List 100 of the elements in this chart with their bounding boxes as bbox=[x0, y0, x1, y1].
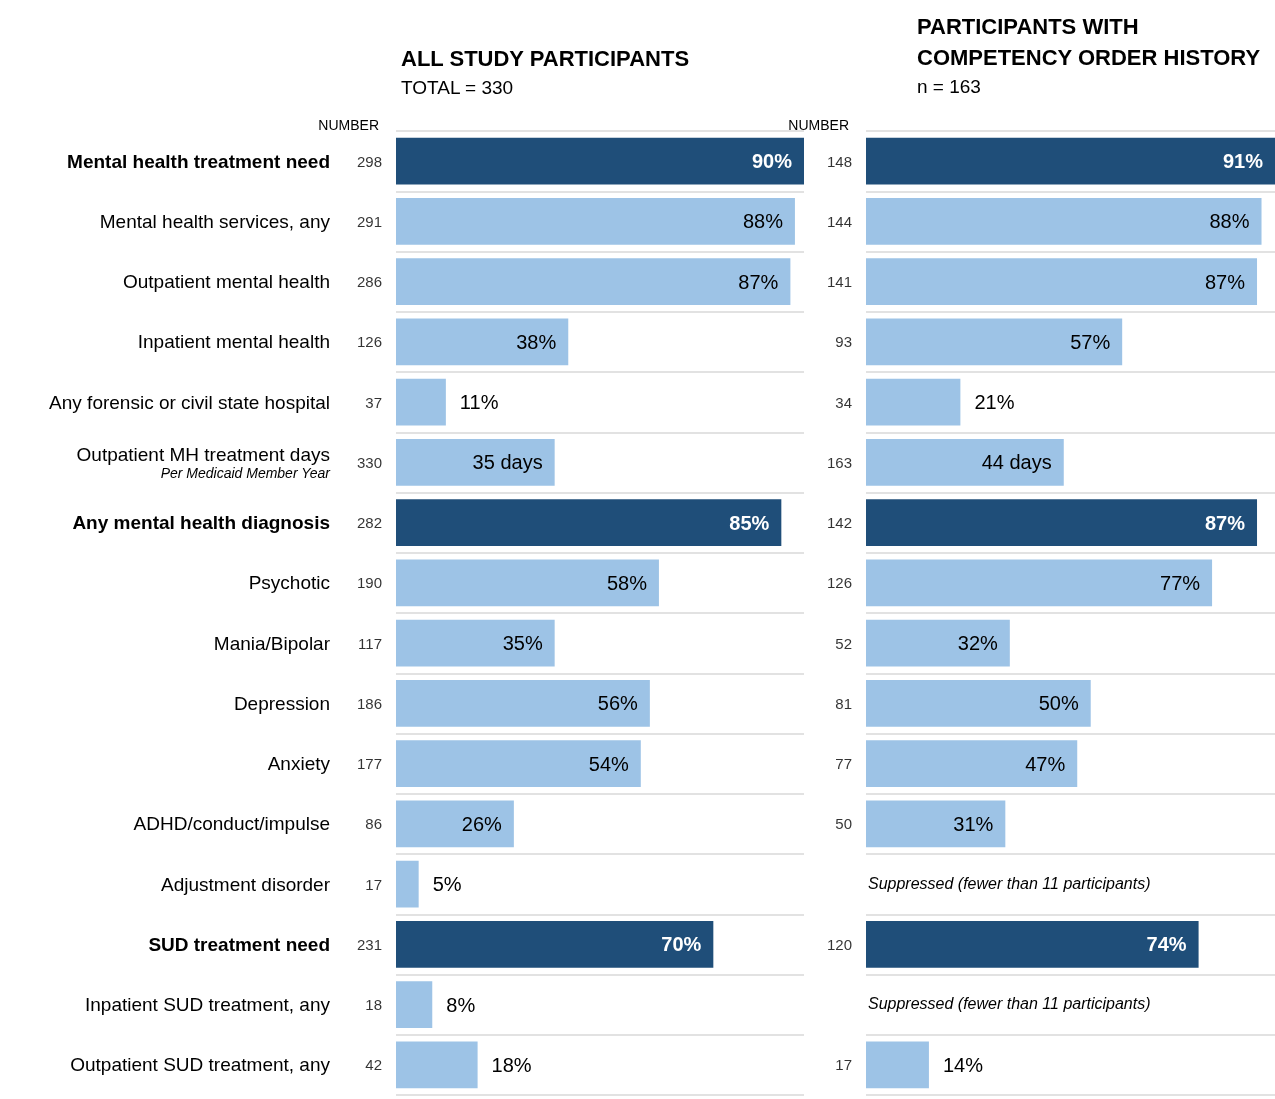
data-label: 44 days bbox=[981, 451, 1052, 474]
data-label: 18 bbox=[365, 996, 382, 1014]
chart-subtitle: TOTAL = 330 bbox=[401, 77, 514, 98]
bar bbox=[866, 920, 1199, 968]
y-tick-label: Outpatient MH treatment days Per Medicaid Member Year bbox=[76, 443, 332, 481]
bar bbox=[866, 619, 1010, 667]
data-label: 74% bbox=[1146, 933, 1187, 956]
y-tick-label: Mental health services, any bbox=[99, 210, 331, 232]
y-tick-label: Inpatient mental health bbox=[137, 331, 330, 353]
data-label: 87% bbox=[1204, 511, 1246, 534]
data-label: 34 bbox=[835, 393, 852, 411]
data-label: 50 bbox=[835, 815, 852, 833]
bar bbox=[396, 860, 419, 908]
y-tick-label: Any mental health diagnosis bbox=[72, 512, 330, 534]
data-label: 88% bbox=[1209, 210, 1250, 233]
y-tick-label: Psychotic bbox=[248, 572, 330, 594]
data-label: 47% bbox=[1025, 752, 1066, 775]
data-label: 286 bbox=[356, 273, 382, 291]
data-label: 142 bbox=[826, 514, 852, 532]
data-label: 282 bbox=[356, 514, 382, 532]
data-label: 42 bbox=[365, 1056, 382, 1074]
data-label: 54% bbox=[588, 752, 630, 775]
data-label: 86 bbox=[365, 815, 382, 833]
chart-title: ALL STUDY PARTICIPANTS bbox=[401, 46, 690, 71]
y-tick-label: Outpatient SUD treatment, any bbox=[70, 1054, 331, 1076]
data-label: 291 bbox=[356, 212, 382, 230]
bar bbox=[396, 438, 555, 486]
y-tick-label: SUD treatment need bbox=[148, 933, 330, 955]
bar bbox=[396, 378, 446, 426]
bar bbox=[866, 1041, 929, 1089]
data-label: 148 bbox=[826, 152, 852, 170]
data-label: 117 bbox=[358, 634, 382, 652]
data-label: 120 bbox=[826, 935, 852, 953]
data-label: 87% bbox=[1204, 270, 1246, 293]
bar bbox=[396, 800, 514, 848]
bar bbox=[866, 318, 1123, 366]
data-label: 57% bbox=[1070, 330, 1111, 353]
bar bbox=[396, 559, 659, 607]
data-label: 88% bbox=[742, 210, 784, 233]
y-tick-label: Mania/Bipolar bbox=[213, 632, 331, 654]
bar bbox=[396, 137, 804, 185]
data-label: 17 bbox=[365, 875, 382, 893]
data-label: 11% bbox=[459, 391, 499, 414]
bar bbox=[866, 137, 1275, 185]
data-label: 70% bbox=[661, 933, 702, 956]
data-label: 8% bbox=[446, 993, 476, 1016]
annotation: Suppressed (fewer than 11 participants) bbox=[868, 874, 1151, 892]
data-label: 35 days bbox=[472, 451, 543, 474]
data-label: 77 bbox=[835, 755, 852, 773]
data-label: 56% bbox=[597, 692, 639, 715]
data-label: 90% bbox=[751, 150, 793, 173]
data-label: 26% bbox=[461, 812, 503, 835]
data-label: 186 bbox=[356, 694, 382, 712]
y-tick-label: Any forensic or civil state hospital bbox=[49, 391, 330, 413]
chart-subtitle: n = 163 bbox=[917, 76, 981, 97]
annotation: Suppressed (fewer than 11 participants) bbox=[868, 995, 1151, 1013]
data-label: 163 bbox=[826, 453, 852, 471]
data-label: 91% bbox=[1222, 150, 1264, 173]
bar bbox=[396, 981, 433, 1029]
data-label: 81 bbox=[835, 694, 852, 712]
y-tick-label: Inpatient SUD treatment, any bbox=[84, 994, 331, 1016]
data-label: 85% bbox=[729, 511, 770, 534]
data-label: 330 bbox=[356, 453, 382, 471]
text: NUMBER bbox=[788, 117, 849, 133]
bar bbox=[866, 499, 1258, 547]
y-tick-label: Outpatient mental health bbox=[122, 271, 330, 293]
bar bbox=[396, 197, 795, 245]
data-label: 58% bbox=[606, 571, 648, 594]
bar bbox=[396, 499, 782, 547]
data-label: 32% bbox=[957, 632, 999, 655]
y-tick-label: Depression bbox=[233, 692, 330, 714]
data-label: 298 bbox=[356, 152, 382, 170]
data-label: 126 bbox=[356, 333, 382, 351]
data-label: 50% bbox=[1038, 692, 1079, 715]
bar bbox=[866, 800, 1006, 848]
data-label: 31% bbox=[953, 812, 994, 835]
data-label: 37 bbox=[365, 393, 382, 411]
data-label: 77% bbox=[1160, 571, 1201, 594]
bar bbox=[396, 920, 714, 968]
bar bbox=[396, 258, 791, 306]
data-label: 21% bbox=[974, 391, 1015, 414]
data-label: 144 bbox=[826, 212, 852, 230]
data-label: 87% bbox=[738, 270, 779, 293]
data-label: 18% bbox=[491, 1053, 532, 1076]
data-label: 231 bbox=[356, 935, 382, 953]
bar bbox=[866, 559, 1213, 607]
bar bbox=[866, 378, 961, 426]
data-label: 38% bbox=[516, 330, 557, 353]
bar bbox=[396, 318, 569, 366]
data-label: 14% bbox=[942, 1053, 984, 1076]
bar bbox=[866, 258, 1258, 306]
y-tick-label: ADHD/conduct/impulse bbox=[133, 813, 330, 835]
y-tick-label: Anxiety bbox=[267, 753, 331, 775]
data-label: 126 bbox=[826, 574, 852, 592]
y-tick-label: Mental health treatment need bbox=[67, 150, 330, 172]
data-label: 5% bbox=[432, 873, 462, 896]
bar bbox=[866, 197, 1262, 245]
bar bbox=[866, 679, 1091, 727]
bar bbox=[396, 679, 650, 727]
y-tick-label: Adjustment disorder bbox=[161, 873, 331, 895]
